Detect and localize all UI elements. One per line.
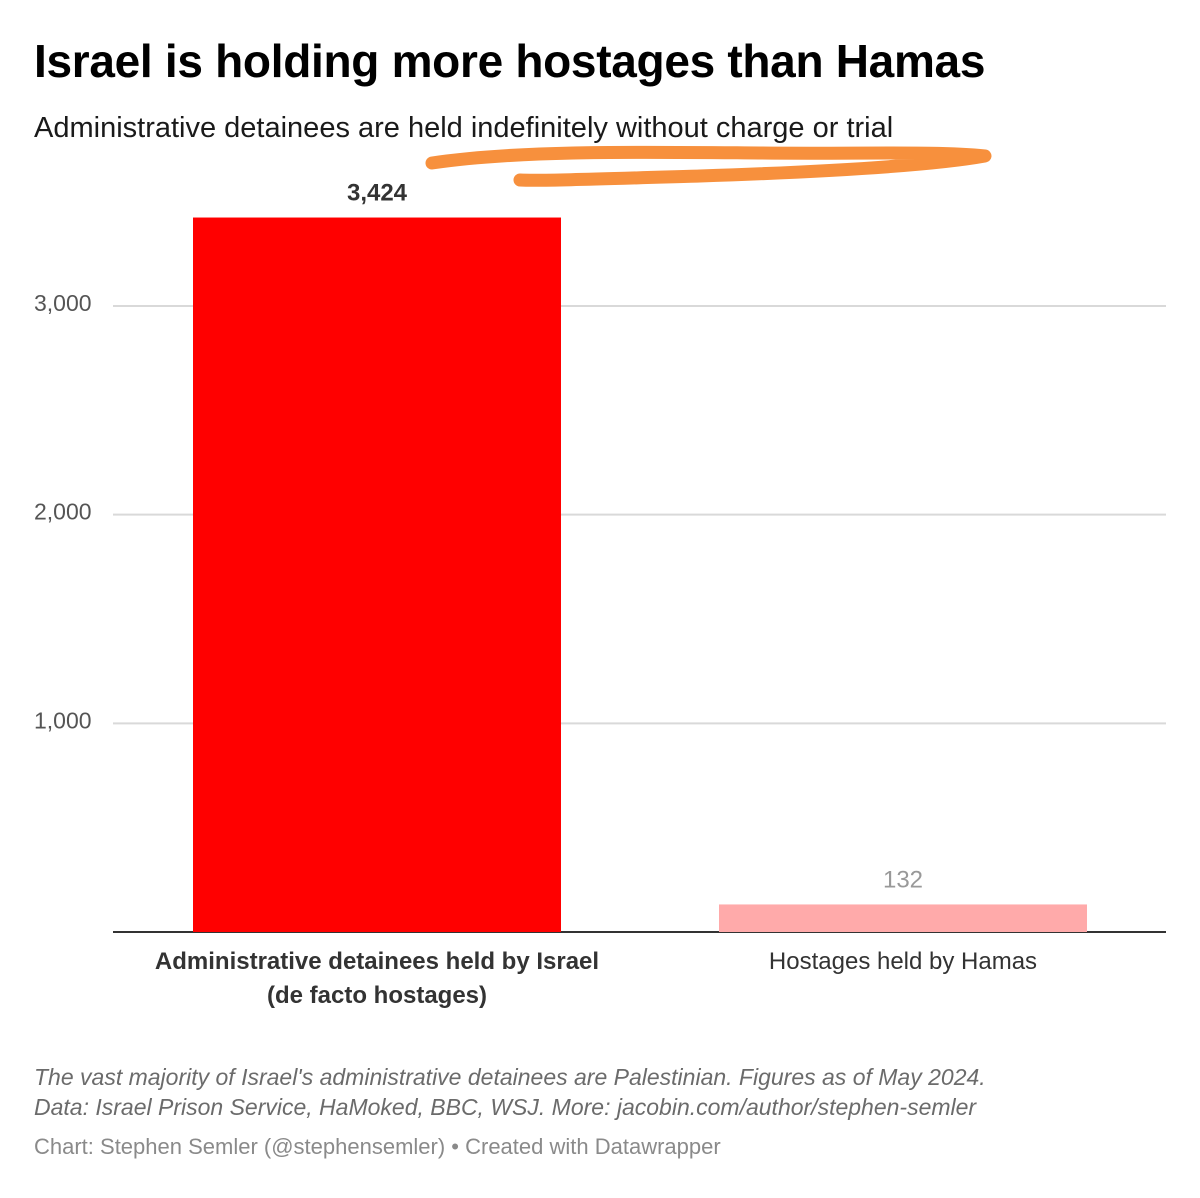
bar-value-label: 3,424 — [347, 180, 408, 207]
bar-value-label: 132 — [883, 866, 923, 893]
chart-subtitle: Administrative detainees are held indefi… — [34, 112, 894, 144]
x-category-label: (de facto hostages) — [267, 982, 487, 1009]
chart-title: Israel is holding more hostages than Ham… — [34, 35, 986, 87]
x-category-label: Administrative detainees held by Israel — [155, 948, 599, 975]
note-line-1: The vast majority of Israel's administra… — [34, 1064, 986, 1090]
bar-israel-detainees — [193, 217, 561, 932]
x-category-label: Hostages held by Hamas — [769, 948, 1037, 975]
chart-notes: The vast majority of Israel's administra… — [34, 1062, 986, 1122]
chart-credit: Chart: Stephen Semler (@stephensemler) •… — [34, 1134, 721, 1159]
highlight-underline-scribble — [425, 145, 992, 187]
y-tick-label: 3,000 — [34, 290, 92, 316]
y-tick-label: 1,000 — [34, 707, 92, 733]
y-tick-label: 2,000 — [34, 499, 92, 525]
labels: 1,000 2,000 3,000 3,424 Administrative detai… — [34, 180, 1037, 1009]
note-line-2: Data: Israel Prison Service, HaMoked, BB… — [34, 1094, 977, 1120]
bar-hamas-hostages — [719, 904, 1087, 932]
bars — [193, 217, 1087, 932]
bar-chart: 1,000 2,000 3,000 3,424 Administrative detai… — [34, 180, 1166, 1009]
